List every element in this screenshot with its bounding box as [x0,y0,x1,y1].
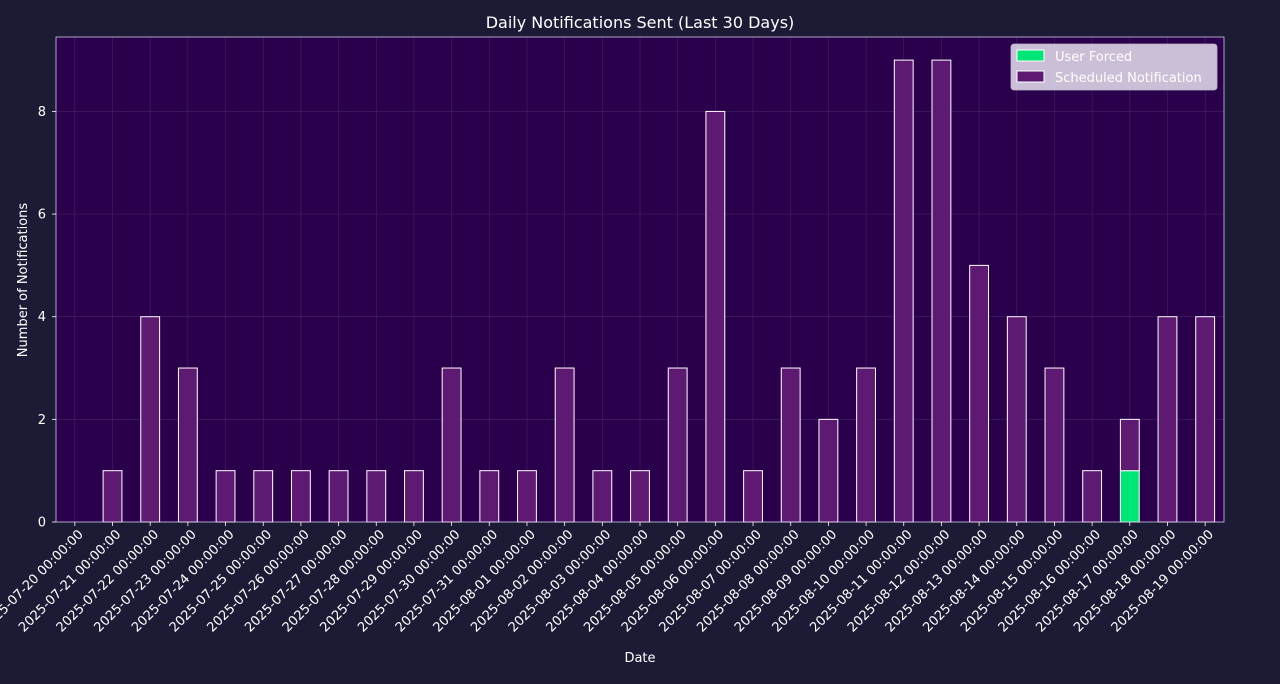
bar-scheduled-notification-2025-08-04 [630,470,650,523]
legend-label-user-forced: User Forced [1055,50,1132,65]
y-tick-label: 6 [38,208,46,223]
legend: User Forced Scheduled Notification [1010,43,1218,91]
y-tick-label: 8 [38,105,46,120]
legend-box [1010,43,1218,91]
bar-scheduled-notification-2025-07-21 [102,470,123,523]
y-tick-label: 4 [38,310,46,325]
bar-scheduled-notification-2025-08-10 [856,367,876,523]
bar-scheduled-notification-2025-08-11 [893,59,914,523]
bar-scheduled-notification-2025-07-27 [328,470,349,523]
bars [102,59,1216,523]
bar-scheduled-notification-2025-07-26 [290,470,311,523]
bar-scheduled-notification-2025-08-12 [931,59,952,523]
y-axis-label: Number of Notifications [16,203,31,358]
bar-scheduled-notification-2025-08-14 [1006,316,1027,523]
bar-scheduled-notification-2025-08-01 [517,470,537,523]
bar-scheduled-notification-2025-07-31 [479,470,500,523]
y-tick-label: 0 [38,516,46,531]
bar-scheduled-notification-2025-08-07 [743,470,763,523]
bar-scheduled-notification-2025-08-06 [705,110,726,523]
y-tick-label: 2 [38,413,46,428]
bar-scheduled-notification-2025-07-29 [404,470,424,523]
bar-scheduled-notification-2025-08-18 [1157,316,1178,523]
legend-swatch-scheduled-notification [1016,70,1045,83]
bar-scheduled-notification-2025-08-15 [1044,367,1065,523]
bar-scheduled-notification-2025-08-08 [780,367,801,523]
bar-user-forced-2025-08-17 [1119,470,1140,523]
bar-scheduled-notification-2025-08-03 [592,470,613,523]
bar-scheduled-notification-2025-08-09 [818,418,839,523]
bar-scheduled-notification-2025-08-13 [969,264,990,523]
bar-scheduled-notification-2025-08-16 [1082,470,1103,523]
bar-scheduled-notification-2025-07-30 [441,367,462,523]
legend-label-scheduled-notification: Scheduled Notification [1055,71,1202,86]
bar-scheduled-notification-2025-08-19 [1195,316,1216,523]
bar-scheduled-notification-2025-08-17 [1119,418,1140,472]
bar-scheduled-notification-2025-08-05 [667,367,688,523]
y-axis: 0 2 4 6 8 [38,105,56,531]
bar-scheduled-notification-2025-07-23 [177,367,198,523]
chart-title: Daily Notifications Sent (Last 30 Days) [486,13,795,32]
x-axis-label: Date [624,651,655,666]
bar-scheduled-notification-2025-07-28 [366,470,387,523]
legend-swatch-user-forced [1016,49,1045,62]
bar-scheduled-notification-2025-07-25 [253,470,274,523]
bar-scheduled-notification-2025-07-24 [215,470,236,523]
bar-scheduled-notification-2025-08-02 [554,367,575,523]
bar-scheduled-notification-2025-07-22 [140,316,161,523]
